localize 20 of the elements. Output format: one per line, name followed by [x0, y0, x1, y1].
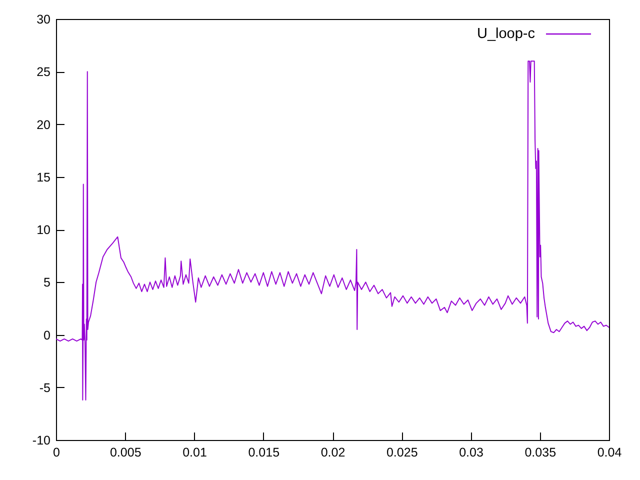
x-tick-label: 0.025	[386, 446, 418, 460]
x-tick-label: 0.02	[320, 446, 346, 460]
x-tick-label: 0.04	[597, 446, 622, 460]
line-series	[56, 60, 609, 401]
legend-label: U_loop-c	[476, 26, 535, 42]
x-tick-label: 0.01	[182, 446, 207, 460]
y-tick-label: 20	[36, 118, 51, 132]
x-tick-label: 0.015	[248, 446, 280, 460]
x-tick-label: 0.005	[110, 446, 142, 460]
y-tick-label: 5	[44, 276, 51, 290]
y-tick-label: -10	[32, 434, 51, 448]
y-tick-label: 15	[36, 170, 51, 184]
x-tick-label: 0.035	[524, 446, 556, 460]
y-tick-label: 0	[44, 328, 51, 342]
x-tick-label: 0	[53, 446, 60, 460]
y-tick-label: 25	[36, 65, 51, 80]
y-tick-label: 10	[36, 223, 51, 237]
y-tick-label: 30	[36, 12, 51, 26]
y-tick-label: -5	[39, 380, 51, 395]
x-tick-label: 0.03	[459, 446, 484, 460]
